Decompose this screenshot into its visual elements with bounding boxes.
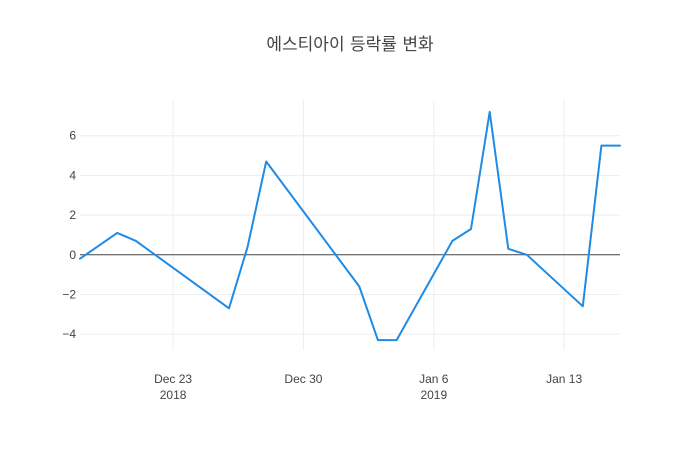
x-tick-label: Dec 23 [154,372,192,386]
x-tick-label: Dec 30 [284,372,322,386]
y-axis-ticks: −4 −2 0 2 4 6 [62,129,76,341]
x-tick-label: Jan 13 [546,372,582,386]
chart-title: 에스티아이 등락률 변화 [266,35,434,55]
x-tick-year-label: 2019 [420,388,447,402]
y-tick-label: 4 [69,168,76,182]
y-tick-label: 6 [69,129,76,143]
series-layer [79,110,621,342]
x-axis-ticks: Dec 23 2018 Dec 30 Jan 6 2019 Jan 13 [154,372,582,402]
x-tick-label: Jan 6 [419,372,449,386]
y-tick-label: −2 [62,287,76,301]
x-tick-year-label: 2018 [160,388,187,402]
y-tick-label: 2 [69,208,76,222]
grid-lines [80,100,620,350]
series-line-0 [79,110,621,342]
y-tick-label: −4 [62,327,76,341]
y-tick-label: 0 [69,248,76,262]
